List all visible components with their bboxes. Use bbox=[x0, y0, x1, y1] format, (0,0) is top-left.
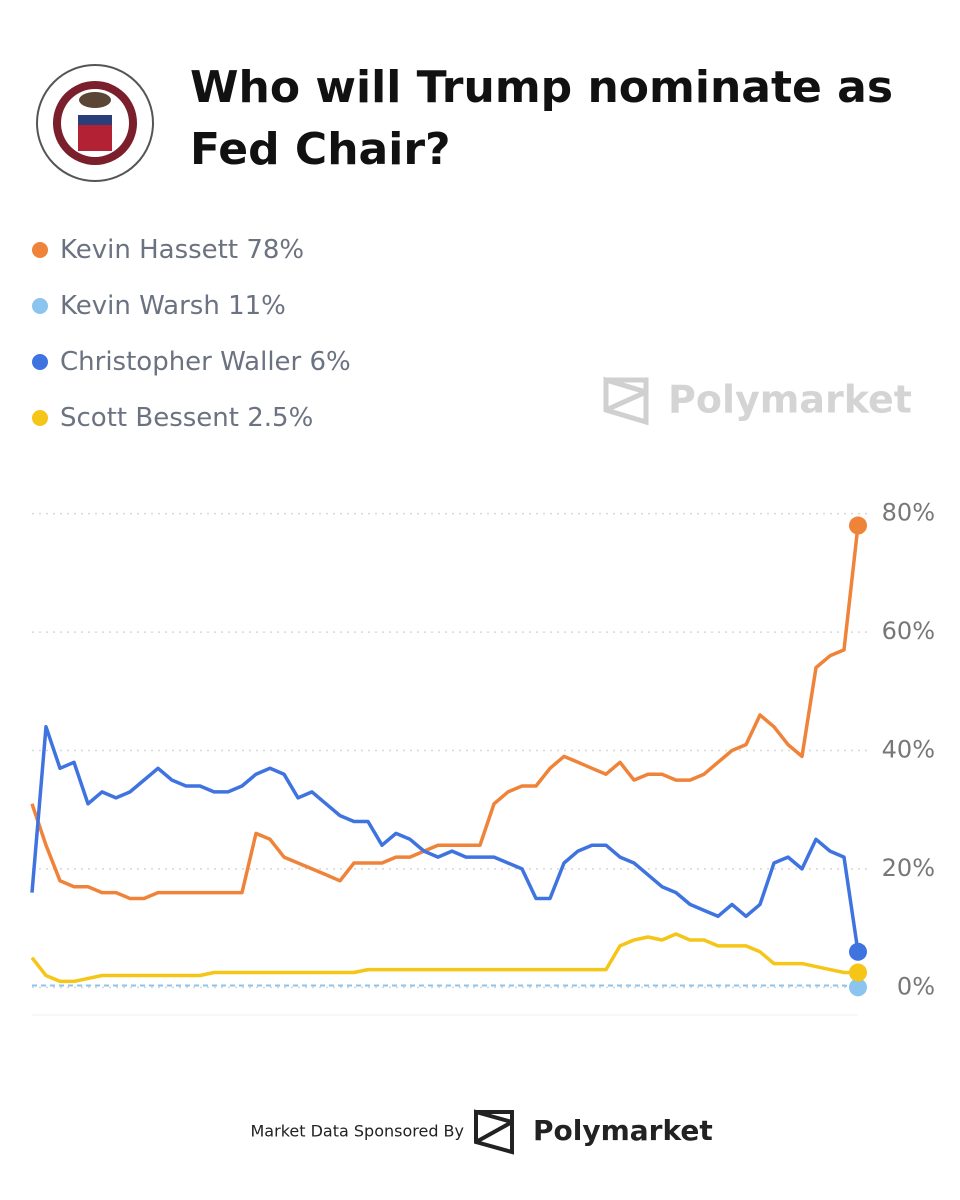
legend-entry: Kevin Warsh 11% bbox=[60, 291, 286, 321]
chart-title-text: Who will Trump nominate as bbox=[190, 62, 893, 113]
fed-seal bbox=[36, 64, 154, 182]
y-tick-label: 0% bbox=[897, 972, 935, 1000]
legend-name: Christopher Waller bbox=[60, 347, 302, 377]
legend-entry: Kevin Hassett 78% bbox=[60, 235, 304, 265]
legend-name: Kevin Warsh bbox=[60, 291, 220, 321]
chart-title: Who will Trump nominate as Fed Chair? bbox=[190, 62, 893, 175]
legend-value: 2.5% bbox=[247, 403, 313, 433]
brand-text: Polymarket bbox=[533, 1114, 713, 1147]
legend-swatch bbox=[32, 354, 48, 370]
end-dot bbox=[849, 978, 867, 997]
chart-title-line: Fed Chair? bbox=[190, 124, 451, 175]
end-dot bbox=[849, 942, 867, 961]
legend: Kevin Hassett 78% Kevin Warsh 11% Christop… bbox=[32, 235, 351, 433]
end-dot bbox=[849, 516, 867, 535]
legend-space bbox=[239, 403, 247, 433]
legend-space bbox=[238, 235, 246, 265]
footer: Market Data Sponsored By Polymarket bbox=[251, 1109, 713, 1155]
legend-space bbox=[220, 291, 228, 321]
y-tick-label: 20% bbox=[882, 854, 935, 882]
legend-swatch bbox=[32, 298, 48, 314]
y-tick-label: 60% bbox=[882, 617, 935, 645]
watermark: Polymarket bbox=[603, 376, 912, 426]
y-tick-label: 40% bbox=[882, 736, 935, 764]
series-line bbox=[30, 525, 860, 901]
legend-swatch bbox=[32, 242, 48, 258]
y-tick-label: 80% bbox=[882, 499, 935, 527]
legend-entry: Scott Bessent 2.5% bbox=[60, 403, 313, 433]
sponsor-text: Market Data Sponsored By bbox=[251, 1122, 465, 1141]
legend-value: 6% bbox=[310, 347, 351, 377]
watermark-text: Polymarket bbox=[668, 378, 912, 422]
series-line bbox=[32, 984, 859, 989]
plot: 0% 20% 40% 60% 80% bbox=[30, 499, 935, 1016]
legend-name: Kevin Hassett bbox=[60, 235, 238, 265]
legend-name: Scott Bessent bbox=[60, 403, 239, 433]
end-dot bbox=[849, 963, 867, 982]
series-line bbox=[30, 932, 858, 984]
legend-space bbox=[301, 347, 309, 377]
legend-swatch bbox=[32, 410, 48, 426]
legend-entry: Christopher Waller 6% bbox=[60, 347, 351, 377]
legend-value: 11% bbox=[228, 291, 286, 321]
series-line bbox=[30, 725, 860, 953]
legend-value: 78% bbox=[246, 235, 304, 265]
